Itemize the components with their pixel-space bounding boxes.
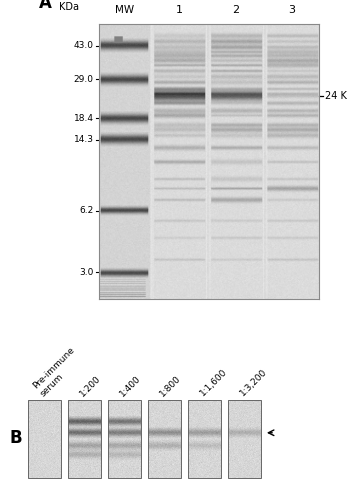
Text: 24 KDa: 24 KDa — [325, 90, 347, 101]
Text: 29.0: 29.0 — [74, 75, 94, 84]
Bar — [148, 400, 181, 478]
Text: MW: MW — [115, 5, 134, 15]
Text: 3: 3 — [289, 5, 296, 15]
Text: 43.0: 43.0 — [74, 41, 94, 51]
Bar — [28, 400, 61, 478]
Text: 6.2: 6.2 — [79, 206, 94, 215]
Text: 3.0: 3.0 — [79, 268, 94, 277]
Text: 1: 1 — [176, 5, 183, 15]
Text: B: B — [10, 429, 23, 447]
Text: A: A — [40, 0, 52, 12]
Text: 1:200: 1:200 — [78, 373, 103, 398]
Bar — [228, 400, 261, 478]
Text: 1:3,200: 1:3,200 — [238, 367, 269, 398]
Text: 1:400: 1:400 — [118, 373, 143, 398]
Bar — [68, 400, 101, 478]
Text: 1:800: 1:800 — [158, 373, 183, 398]
Text: Pre-immune
serum: Pre-immune serum — [31, 346, 83, 398]
Text: 1:1,600: 1:1,600 — [198, 367, 229, 398]
Bar — [188, 400, 221, 478]
Text: KDa: KDa — [59, 2, 79, 12]
Bar — [108, 400, 141, 478]
Text: 2: 2 — [232, 5, 240, 15]
Text: 14.3: 14.3 — [74, 135, 94, 144]
Text: 18.4: 18.4 — [74, 114, 94, 122]
